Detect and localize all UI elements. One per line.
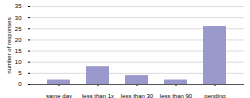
svg-text:0: 0	[18, 81, 22, 87]
svg-text:number of responses: number of responses	[6, 17, 12, 73]
svg-text:35: 35	[15, 3, 22, 9]
svg-text:15: 15	[15, 48, 22, 54]
svg-text:20: 20	[15, 37, 22, 43]
svg-text:5: 5	[18, 70, 22, 76]
svg-text:30: 30	[15, 15, 22, 21]
svg-text:less than 1x: less than 1x	[82, 93, 114, 98]
svg-text:less than 30: less than 30	[121, 93, 154, 98]
svg-text:same day: same day	[46, 93, 72, 98]
svg-text:less than 90: less than 90	[160, 93, 193, 98]
svg-text:pending: pending	[204, 93, 225, 98]
svg-text:10: 10	[15, 59, 22, 65]
svg-text:25: 25	[15, 26, 22, 32]
